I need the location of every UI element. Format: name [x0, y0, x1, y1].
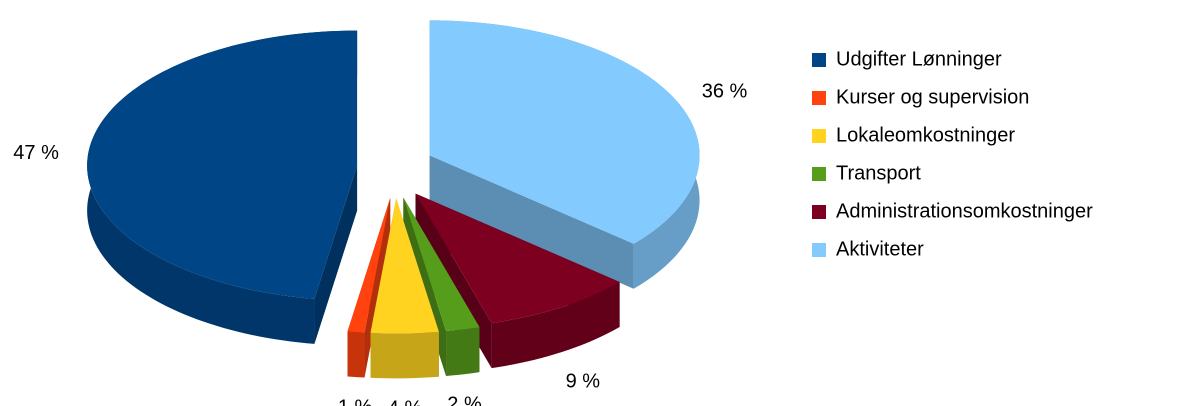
data-label: 2 % — [447, 394, 482, 406]
slice-top — [429, 20, 700, 244]
slice — [429, 20, 700, 289]
data-label: 1 % — [338, 396, 373, 406]
legend-label: Administrationsomkostninger — [836, 200, 1093, 222]
slice — [415, 193, 620, 369]
slice-top — [403, 197, 480, 331]
slice-top — [370, 198, 439, 334]
slice-side — [429, 155, 634, 289]
data-label: 47 % — [13, 142, 59, 164]
legend-swatch — [812, 167, 826, 181]
legend-label: Transport — [836, 162, 921, 184]
slice — [370, 198, 439, 379]
slice-wall — [491, 281, 620, 369]
legend-label: Kurser og supervision — [836, 86, 1029, 108]
slice — [87, 30, 358, 344]
legend-swatch — [812, 129, 826, 143]
data-label: 4 % — [388, 398, 423, 406]
legend-label: Aktiviteter — [836, 238, 924, 260]
slice — [403, 197, 480, 376]
slice-top — [415, 193, 620, 324]
legend-swatch — [812, 205, 826, 219]
legend-swatch — [812, 91, 826, 105]
legend-label: Lokaleomkostninger — [836, 124, 1015, 146]
data-label: 9 % — [566, 371, 601, 393]
legend-label: Udgifter Lønninger — [836, 48, 1002, 70]
slice-top — [87, 30, 358, 299]
data-label: 36 % — [702, 81, 748, 103]
slice-wall — [446, 327, 480, 376]
legend-swatch — [812, 53, 826, 67]
slice-side — [314, 165, 358, 344]
slice-wall — [347, 331, 365, 378]
slice-top — [347, 198, 391, 333]
legend-swatch — [812, 243, 826, 257]
slice-wall — [370, 331, 439, 379]
